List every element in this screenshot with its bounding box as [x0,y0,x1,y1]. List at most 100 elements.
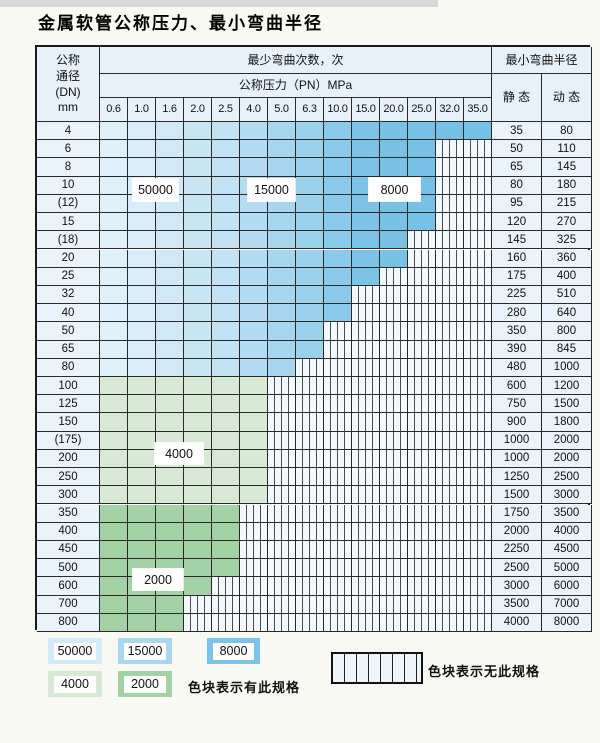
spec-cell [184,267,212,286]
dynamic-value-cell: 1800 [542,413,592,432]
spec-cell [100,213,128,232]
no-spec-cell [352,468,380,487]
no-spec-cell [464,395,492,414]
no-spec-cell [352,577,380,596]
spec-cell [156,122,184,141]
spec-cell [296,267,324,286]
spec-cell [100,340,128,359]
spec-cell [128,158,156,177]
spec-cell [128,413,156,432]
no-spec-cell [380,322,408,341]
no-spec-cell [408,322,436,341]
dn-cell: (12) [37,194,100,214]
spec-cell [156,285,184,305]
dynamic-value-cell: 180 [542,176,592,195]
spec-cell [324,122,352,141]
spec-cell [184,285,212,305]
spec-cell [100,176,128,195]
no-spec-cell [324,595,352,614]
dynamic-value-cell: 2500 [542,468,592,487]
spec-cell [212,395,240,414]
radius-title-cell: 最小弯曲半径 [492,47,592,74]
no-spec-cell [464,377,492,396]
spec-cell [268,158,296,177]
spec-cell [212,231,240,250]
spec-cell [156,395,184,414]
spec-cell [352,158,380,177]
no-spec-cell [324,449,352,469]
dn-cell: 350 [37,504,100,523]
no-spec-cell [296,540,324,560]
no-spec-cell [352,413,380,432]
no-spec-cell [380,577,408,596]
no-spec-cell [380,468,408,487]
spec-cell [212,504,240,523]
static-value-cell: 480 [492,358,542,377]
no-spec-cell [352,540,380,560]
no-spec-cell [324,377,352,396]
spec-cell [100,449,128,469]
spec-cell [128,449,156,469]
dynamic-value-cell: 510 [542,285,592,305]
spec-cell [212,449,240,469]
no-spec-cell [296,613,324,632]
spec-cell [212,468,240,487]
spec-cell [408,213,436,232]
no-spec-cell [464,304,492,323]
no-spec-cell [352,449,380,469]
no-spec-cell [464,613,492,632]
no-spec-cell [240,613,268,632]
no-spec-cell [268,577,296,596]
no-spec-cell [352,522,380,541]
spec-cell [100,267,128,286]
static-value-cell: 280 [492,304,542,323]
no-spec-cell [296,486,324,505]
static-value-cell: 750 [492,395,542,414]
no-spec-cell [380,395,408,414]
spec-cell [128,395,156,414]
no-spec-cell [464,176,492,195]
dn-cell: (175) [37,431,100,450]
no-spec-cell [436,340,464,359]
spec-cell [212,267,240,286]
spec-cell [184,194,212,214]
static-value-cell: 1250 [492,468,542,487]
spec-cell [408,140,436,159]
no-spec-cell [352,322,380,341]
no-spec-cell [436,304,464,323]
no-spec-cell [324,559,352,578]
no-spec-cell [464,285,492,305]
dn-cell: 500 [37,559,100,578]
spec-cell [212,322,240,341]
no-spec-cell [380,613,408,632]
dynamic-value-cell: 3000 [542,486,592,505]
dynamic-value-cell: 7000 [542,595,592,614]
dynamic-header-cell: 动 态 [542,74,592,122]
spec-cell [128,267,156,286]
no-spec-cell [352,559,380,578]
no-spec-cell [268,413,296,432]
spec-cell [352,267,380,286]
spec-cell [212,140,240,159]
pressure-header-cell: 6.3 [296,98,324,122]
dn-cell: 125 [37,395,100,414]
no-spec-cell [436,395,464,414]
spec-cell [240,158,268,177]
spec-cell [184,577,212,596]
no-spec-cell [436,358,464,377]
dn-cell: 400 [37,522,100,541]
no-spec-cell [436,613,464,632]
spec-cell [100,613,128,632]
no-spec-cell [408,468,436,487]
spec-cell [240,395,268,414]
no-spec-cell [408,449,436,469]
spec-cell [212,540,240,560]
no-spec-cell [464,249,492,268]
no-spec-cell [464,540,492,560]
spec-cell [184,140,212,159]
dn-cell: 700 [37,595,100,614]
no-spec-cell [296,577,324,596]
spec-cell [156,231,184,250]
no-spec-cell [436,486,464,505]
spec-cell [100,285,128,305]
